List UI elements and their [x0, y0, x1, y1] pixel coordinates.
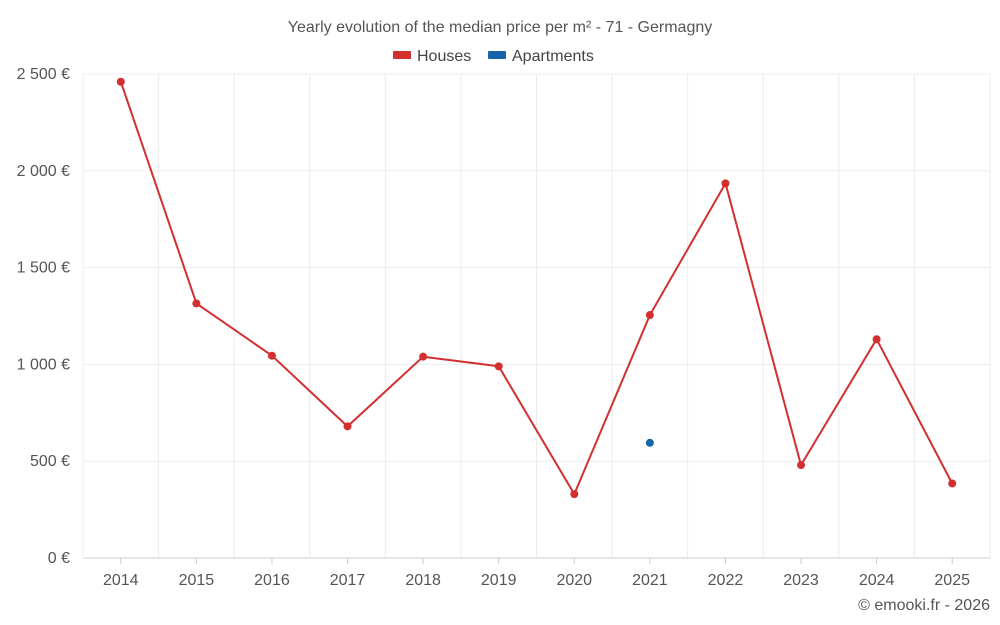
series-houses [116, 77, 957, 499]
y-tick-label: 1 500 € [17, 260, 70, 277]
series-apartments [645, 438, 654, 447]
y-tick-label: 500 € [30, 453, 70, 470]
data-point-houses-2015[interactable] [192, 299, 201, 308]
data-point-houses-2024[interactable] [872, 335, 881, 344]
x-tick-label: 2017 [330, 572, 366, 589]
x-tick-label: 2019 [481, 572, 517, 589]
x-tick-label: 2014 [103, 572, 139, 589]
x-tick-label: 2020 [556, 572, 592, 589]
y-tick-label: 2 500 € [17, 66, 70, 83]
data-point-houses-2025[interactable] [948, 479, 957, 488]
chart-grid [82, 73, 991, 558]
y-tick-label: 1 000 € [17, 356, 70, 373]
data-point-apartments-2021[interactable] [645, 438, 654, 447]
legend-item-apartments[interactable]: Apartments [488, 48, 594, 65]
x-tick-label: 2021 [632, 572, 668, 589]
x-tick-label: 2016 [254, 572, 290, 589]
data-point-houses-2014[interactable] [116, 77, 125, 86]
credit-text: © emooki.fr - 2026 [858, 597, 990, 614]
x-tick-label: 2024 [859, 572, 895, 589]
legend-item-houses[interactable]: Houses [393, 48, 471, 65]
x-axis: 2014 2015 2016 2017 2018 2019 2020 2021 2022 2023… [83, 557, 990, 589]
series-line-houses [119, 81, 954, 496]
x-tick-label: 2025 [934, 572, 970, 589]
data-point-houses-2020[interactable] [570, 490, 579, 499]
chart-legend[interactable]: Houses Apartments [393, 48, 594, 65]
data-point-houses-2022[interactable] [721, 179, 730, 188]
chart-title: Yearly evolution of the median price per… [288, 19, 713, 36]
y-tick-label: 2 000 € [17, 163, 70, 180]
x-tick-label: 2018 [405, 572, 441, 589]
x-tick-label: 2015 [179, 572, 215, 589]
legend-swatch [393, 51, 411, 59]
x-tick-label: 2023 [783, 572, 819, 589]
series-layer [116, 77, 957, 499]
data-point-houses-2018[interactable] [419, 352, 428, 361]
data-point-houses-2016[interactable] [267, 351, 276, 360]
legend-label: Houses [417, 48, 471, 65]
data-point-houses-2019[interactable] [494, 362, 503, 371]
data-point-houses-2021[interactable] [645, 311, 654, 320]
y-tick-label: 0 € [48, 550, 70, 567]
data-point-houses-2023[interactable] [797, 461, 806, 470]
legend-swatch [488, 51, 506, 59]
data-point-houses-2017[interactable] [343, 422, 352, 431]
legend-label: Apartments [512, 48, 594, 65]
x-tick-label: 2022 [708, 572, 744, 589]
y-axis: 0 € 500 € 1 000 € 1 500 € 2 000 € 2 500 € [17, 66, 70, 567]
